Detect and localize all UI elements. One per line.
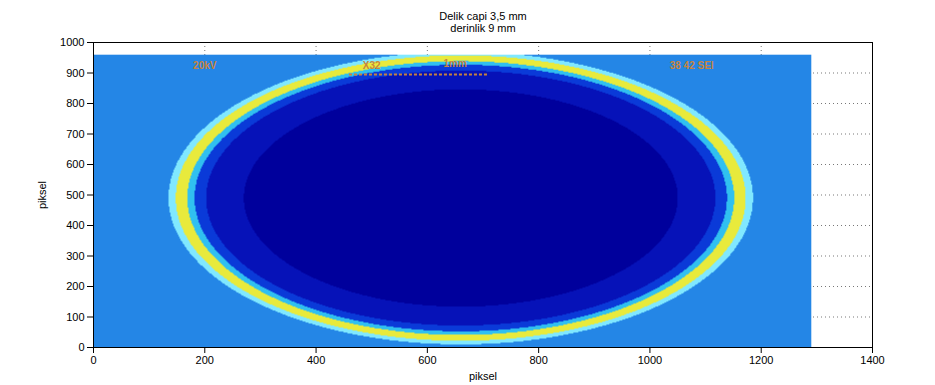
svg-text:1mm: 1mm (443, 58, 466, 69)
svg-text:500: 500 (66, 189, 84, 201)
svg-text:600: 600 (66, 158, 84, 170)
svg-text:400: 400 (66, 219, 84, 231)
svg-text:700: 700 (66, 128, 84, 140)
svg-text:200: 200 (66, 280, 84, 292)
svg-text:0: 0 (78, 341, 84, 353)
svg-text:1000: 1000 (60, 36, 84, 48)
svg-text:piksel: piksel (36, 181, 48, 209)
svg-text:0: 0 (90, 354, 96, 366)
svg-text:20kV: 20kV (193, 60, 217, 71)
svg-text:900: 900 (66, 67, 84, 79)
svg-text:1200: 1200 (749, 354, 773, 366)
svg-text:100: 100 (66, 311, 84, 323)
svg-text:400: 400 (307, 354, 325, 366)
svg-text:800: 800 (529, 354, 547, 366)
svg-text:Delik capi 3,5 mm: Delik capi 3,5 mm (439, 10, 526, 22)
svg-text:600: 600 (418, 354, 436, 366)
svg-text:X32: X32 (363, 60, 381, 71)
svg-text:piksel: piksel (469, 370, 497, 382)
svg-text:38 42 SEI: 38 42 SEI (670, 60, 714, 71)
svg-text:derinlik 9 mm: derinlik 9 mm (450, 22, 515, 34)
svg-text:1000: 1000 (638, 354, 662, 366)
svg-text:1400: 1400 (860, 354, 884, 366)
svg-text:300: 300 (66, 250, 84, 262)
svg-text:800: 800 (66, 97, 84, 109)
svg-text:200: 200 (196, 354, 214, 366)
